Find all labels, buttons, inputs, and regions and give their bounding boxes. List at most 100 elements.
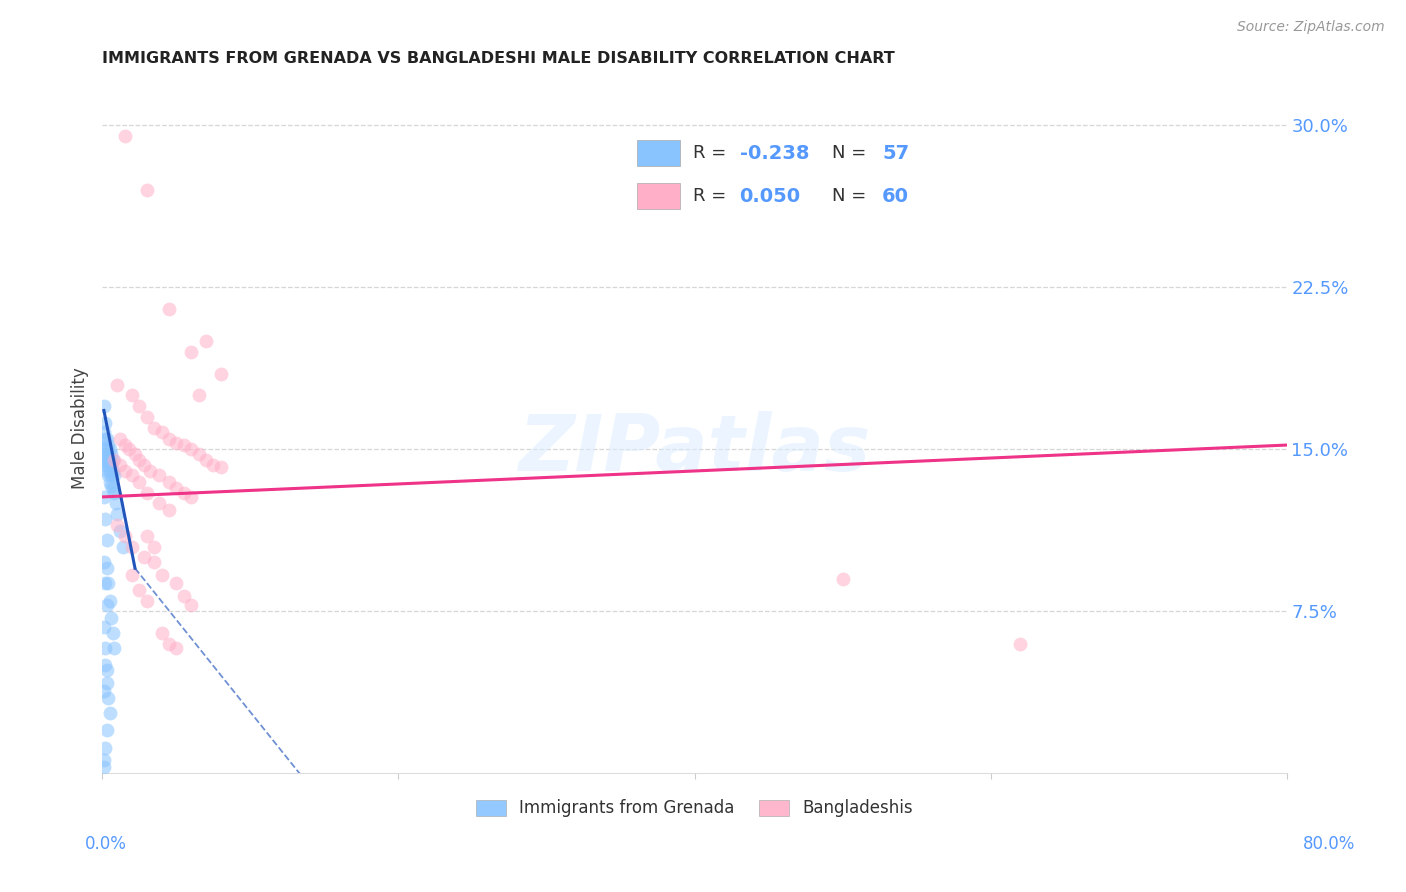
Point bbox=[150, 626, 173, 640]
Point bbox=[135, 529, 157, 543]
Point bbox=[1010, 637, 1032, 651]
Point bbox=[187, 388, 209, 402]
Point bbox=[98, 442, 121, 457]
Point bbox=[105, 518, 128, 533]
Point bbox=[165, 436, 187, 450]
Point bbox=[108, 458, 131, 472]
Point bbox=[180, 490, 202, 504]
Point bbox=[157, 637, 180, 651]
Point bbox=[101, 626, 124, 640]
Point bbox=[93, 619, 115, 633]
Point bbox=[94, 432, 117, 446]
Point bbox=[831, 572, 853, 586]
Point bbox=[96, 442, 118, 457]
Point bbox=[105, 377, 128, 392]
Point bbox=[96, 453, 118, 467]
Point bbox=[100, 611, 122, 625]
Point bbox=[97, 458, 120, 472]
Point bbox=[96, 432, 118, 446]
Point bbox=[96, 598, 118, 612]
Point bbox=[132, 458, 155, 472]
Point bbox=[94, 417, 117, 431]
Point bbox=[114, 529, 136, 543]
Legend: Immigrants from Grenada, Bangladeshis: Immigrants from Grenada, Bangladeshis bbox=[470, 792, 920, 824]
Point bbox=[121, 468, 143, 483]
Point bbox=[135, 485, 157, 500]
Point bbox=[103, 453, 125, 467]
Point bbox=[195, 453, 218, 467]
Point bbox=[128, 399, 150, 413]
Point bbox=[104, 496, 127, 510]
Point bbox=[157, 301, 180, 316]
Point bbox=[93, 399, 115, 413]
Text: ZIPatlas: ZIPatlas bbox=[519, 410, 870, 486]
Point bbox=[96, 663, 118, 677]
Point bbox=[97, 576, 120, 591]
Point bbox=[165, 576, 187, 591]
Point bbox=[135, 183, 157, 197]
Point bbox=[93, 442, 115, 457]
Point bbox=[103, 468, 125, 483]
Point bbox=[128, 453, 150, 467]
Point bbox=[98, 593, 121, 607]
Point bbox=[143, 540, 166, 554]
Point bbox=[128, 475, 150, 489]
Point bbox=[97, 447, 120, 461]
Point bbox=[114, 438, 136, 452]
Point bbox=[98, 475, 121, 489]
Point bbox=[157, 475, 180, 489]
Point bbox=[202, 458, 225, 472]
Point bbox=[114, 129, 136, 144]
Point bbox=[121, 388, 143, 402]
Point bbox=[94, 658, 117, 673]
Point bbox=[128, 582, 150, 597]
Point bbox=[101, 453, 124, 467]
Point bbox=[94, 740, 117, 755]
Point bbox=[94, 641, 117, 656]
Point bbox=[173, 438, 195, 452]
Point bbox=[93, 425, 115, 439]
Point bbox=[97, 438, 120, 452]
Point bbox=[101, 481, 124, 495]
Point bbox=[94, 458, 117, 472]
Point bbox=[173, 589, 195, 603]
Point bbox=[157, 503, 180, 517]
Point bbox=[108, 432, 131, 446]
Point bbox=[94, 447, 117, 461]
Point bbox=[132, 550, 155, 565]
Point bbox=[97, 468, 120, 483]
Point bbox=[118, 442, 141, 457]
Point bbox=[93, 760, 115, 774]
Point bbox=[93, 555, 115, 569]
Point bbox=[195, 334, 218, 349]
Point bbox=[93, 490, 115, 504]
Text: 0.0%: 0.0% bbox=[84, 835, 127, 853]
Point bbox=[114, 464, 136, 478]
Point bbox=[93, 684, 115, 698]
Point bbox=[98, 453, 121, 467]
Text: 80.0%: 80.0% bbox=[1302, 835, 1355, 853]
Point bbox=[103, 485, 125, 500]
Point bbox=[96, 464, 118, 478]
Point bbox=[96, 723, 118, 738]
Point bbox=[180, 442, 202, 457]
Point bbox=[94, 576, 117, 591]
Point bbox=[98, 706, 121, 720]
Point bbox=[112, 540, 135, 554]
Point bbox=[96, 675, 118, 690]
Point bbox=[93, 754, 115, 768]
Point bbox=[96, 561, 118, 575]
Point bbox=[209, 367, 232, 381]
Point bbox=[100, 458, 122, 472]
Point bbox=[121, 540, 143, 554]
Point bbox=[100, 468, 122, 483]
Y-axis label: Male Disability: Male Disability bbox=[72, 367, 89, 489]
Text: Source: ZipAtlas.com: Source: ZipAtlas.com bbox=[1237, 20, 1385, 34]
Point bbox=[105, 507, 128, 521]
Point bbox=[124, 447, 146, 461]
Point bbox=[148, 468, 170, 483]
Point bbox=[150, 425, 173, 439]
Point bbox=[94, 511, 117, 525]
Point bbox=[135, 409, 157, 424]
Point bbox=[93, 453, 115, 467]
